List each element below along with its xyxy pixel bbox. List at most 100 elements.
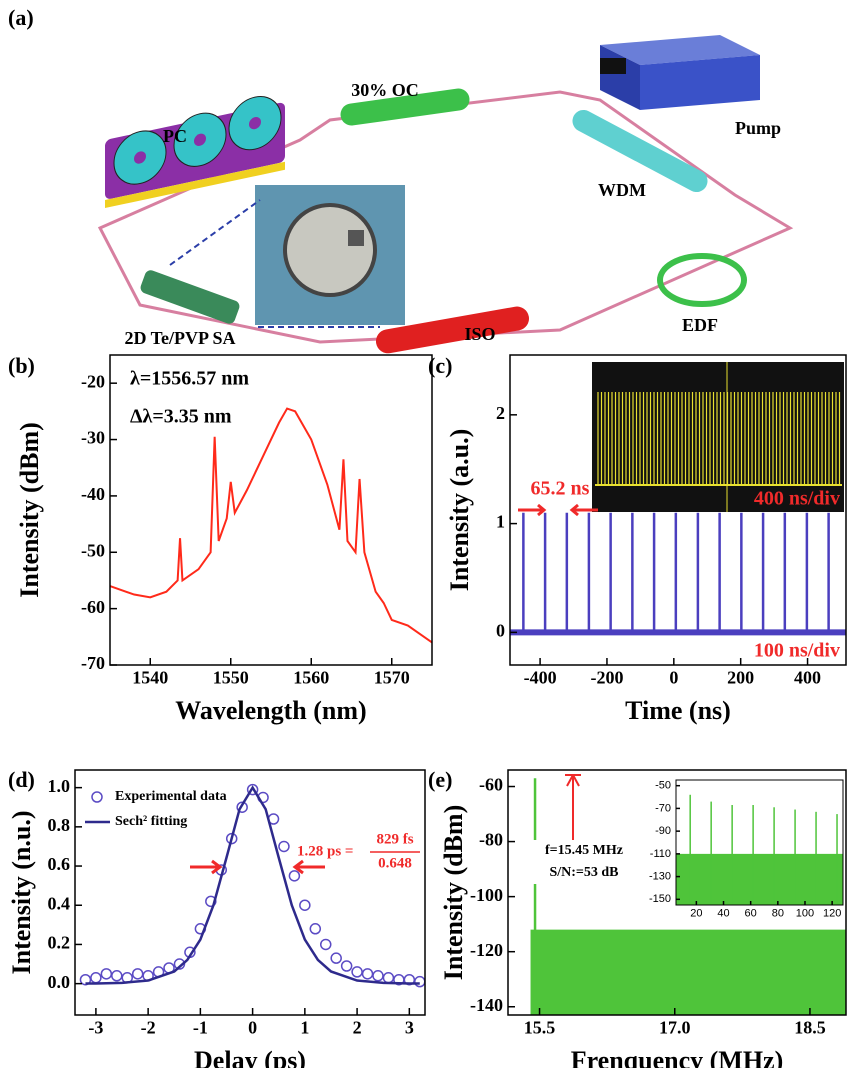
x-tick-label: 400 (794, 668, 821, 688)
y-tick-label: 1 (496, 512, 505, 532)
y-tick-label: -100 (470, 885, 503, 905)
plot-area (530, 778, 846, 1015)
component-label: Pump (735, 118, 781, 138)
x-tick-label: -400 (524, 668, 557, 688)
y-tick-label: -40 (81, 484, 105, 504)
y-tick-label: 0.8 (48, 815, 71, 835)
data-point (111, 970, 123, 982)
y-tick-label: 2 (496, 403, 505, 423)
component-label: ISO (464, 324, 495, 344)
data-point (414, 975, 426, 988)
x-tick-label: 0 (669, 668, 678, 688)
data-point (361, 968, 374, 980)
y-tick-label: -90 (655, 825, 671, 837)
x-axis-title: Wavelength (nm) (175, 696, 366, 725)
data-point (309, 923, 322, 935)
x-axis-title: Time (ns) (625, 696, 731, 725)
x-tick-label: 80 (772, 908, 784, 920)
y-tick-label: -30 (81, 428, 105, 448)
x-tick-label: 17.0 (659, 1018, 691, 1038)
y-tick-label: -70 (81, 653, 105, 673)
y-tick-label: 0.2 (48, 933, 71, 953)
annotation: 400 ns/div (754, 488, 840, 510)
y-tick-label: 0.0 (48, 972, 71, 992)
coupler-icon (340, 88, 470, 126)
annotation: Δλ=3.35 nm (130, 406, 232, 428)
iso-icon (375, 306, 529, 354)
y-tick-label: -110 (650, 848, 671, 860)
plot-frame (507, 769, 847, 1016)
y-tick-label: -70 (655, 802, 671, 814)
x-tick-label: 1570 (374, 668, 410, 688)
y-tick-label: -150 (649, 893, 671, 905)
plot-frame (675, 779, 844, 906)
plot-area (109, 407, 433, 644)
x-tick-label: 1 (300, 1018, 309, 1038)
panel-label: (a) (8, 5, 34, 30)
data-point (100, 968, 113, 980)
wdm-icon (572, 109, 708, 193)
x-tick-label: -3 (88, 1018, 103, 1038)
data-point (351, 966, 363, 978)
data-point (246, 783, 259, 796)
x-tick-label: 3 (405, 1018, 414, 1038)
y-tick-label: -120 (470, 940, 503, 960)
y-tick-label: -130 (649, 870, 671, 882)
x-tick-label: -2 (141, 1018, 156, 1038)
component-label: EDF (682, 315, 718, 335)
data-point (288, 870, 301, 882)
data-line (85, 785, 420, 985)
data-point (330, 952, 342, 964)
x-tick-label: 2 (353, 1018, 362, 1038)
x-tick-label: 120 (823, 908, 841, 920)
y-axis-title: Intensity (dBm) (439, 805, 468, 981)
component-label: 2D Te/PVP SA (124, 328, 235, 348)
legend-label: Experimental data (115, 789, 227, 804)
fiber-loop (97, 90, 794, 344)
y-tick-label: -60 (81, 597, 105, 617)
data-point (319, 938, 332, 951)
edf-icon (657, 253, 747, 307)
component-label: PC (163, 126, 187, 146)
y-axis-title: Intensity (a.u.) (445, 429, 474, 592)
y-axis-title: Intensity (dBm) (15, 422, 44, 598)
pump-icon (600, 35, 760, 110)
annotation: 1.28 ps = (297, 843, 353, 859)
panel-label: (c) (428, 353, 452, 378)
annotation: 100 ns/div (754, 640, 840, 662)
x-axis-title: Delay (ps) (194, 1046, 306, 1068)
x-tick-label: 200 (727, 668, 754, 688)
data-point (278, 840, 290, 853)
plot-area (676, 794, 843, 905)
panel-label: (b) (8, 353, 35, 378)
noise-floor (530, 929, 846, 1015)
legend-label: Sech² fitting (115, 814, 187, 829)
y-tick-label: 0 (496, 620, 505, 640)
x-tick-label: 40 (717, 908, 729, 920)
y-tick-label: -140 (470, 995, 503, 1015)
noise-floor (676, 853, 843, 905)
annotation: f=15.45 MHz (545, 843, 623, 858)
data-point (403, 973, 416, 986)
plot-area (79, 783, 426, 988)
x-tick-label: 1550 (213, 668, 249, 688)
x-tick-label: -200 (590, 668, 623, 688)
data-point (79, 973, 92, 986)
x-tick-label: 1540 (132, 668, 168, 688)
x-axis-title: Frenquency (MHz) (571, 1046, 784, 1068)
data-point (382, 972, 395, 984)
annotation: S/N:=53 dB (549, 865, 618, 880)
data-point (205, 895, 217, 908)
y-tick-label: -50 (81, 540, 105, 560)
sa-icon (140, 270, 240, 324)
noise-baseline (510, 629, 846, 636)
component-label: WDM (598, 180, 646, 200)
scope-inset (592, 362, 844, 512)
label-bg (528, 840, 640, 884)
data-line (109, 407, 433, 644)
y-tick-label: -20 (81, 371, 105, 391)
legend-marker (91, 791, 103, 803)
annotation: λ=1556.57 nm (130, 368, 249, 390)
data-point (372, 970, 384, 982)
